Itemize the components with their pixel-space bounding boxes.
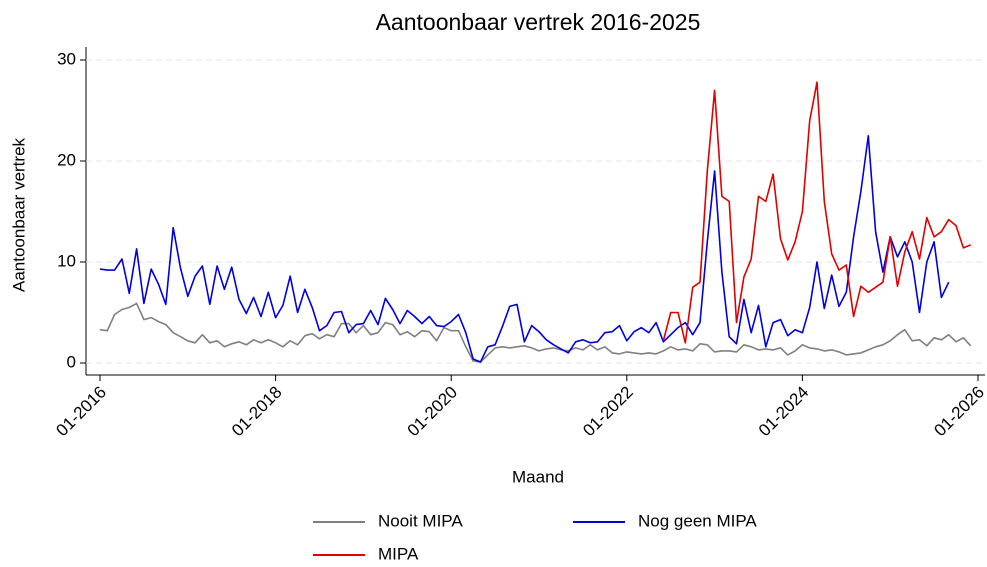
x-tick-label: 01-2016 xyxy=(52,383,110,441)
series-line xyxy=(99,135,950,363)
y-tick-label: 0 xyxy=(67,352,76,371)
x-tick-label: 01-2018 xyxy=(228,383,286,441)
y-tick-label: 10 xyxy=(57,251,76,270)
x-axis-label: Maand xyxy=(512,467,564,486)
y-tick-label: 30 xyxy=(57,49,76,68)
y-tick-label: 20 xyxy=(57,150,76,169)
y-axis-label: Aantoonbaar vertrek xyxy=(9,137,28,292)
legend-label: MIPA xyxy=(378,544,419,563)
x-tick-label: 01-2022 xyxy=(579,383,637,441)
chart-title: Aantoonbaar vertrek 2016-2025 xyxy=(376,9,701,35)
x-tick-label: 01-2026 xyxy=(930,383,987,441)
series-line xyxy=(662,81,972,344)
x-tick-label: 01-2024 xyxy=(755,383,813,441)
legend-label: Nooit MIPA xyxy=(378,511,463,530)
series-line xyxy=(99,302,972,363)
legend-label: Nog geen MIPA xyxy=(638,511,757,530)
x-tick-label: 01-2020 xyxy=(404,383,462,441)
